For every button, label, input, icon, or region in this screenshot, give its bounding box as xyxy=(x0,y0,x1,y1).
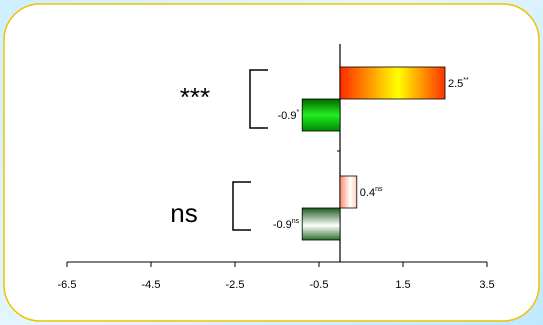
x-tick-label: 3.5 xyxy=(479,279,494,291)
significance-bracket xyxy=(232,181,251,231)
chart-frame xyxy=(3,3,540,322)
data-label: 2.5** xyxy=(448,77,469,90)
group-label: *** xyxy=(180,82,210,112)
significance-bracket xyxy=(249,69,268,129)
x-tick-label: -2.5 xyxy=(226,279,245,291)
data-label: -0.9ns xyxy=(273,218,300,231)
group-label: ns xyxy=(170,198,197,228)
data-label: 0.4ns xyxy=(360,186,383,199)
chart-marks: -6.5 -4.5 -2.5 -0.5 1.5 3.5 *** 2.5** -0.9* ns 0.4… xyxy=(58,44,495,291)
x-tick-label: -6.5 xyxy=(58,279,77,291)
x-tick-label: 1.5 xyxy=(395,279,410,291)
bar xyxy=(339,66,446,100)
bar xyxy=(301,207,341,241)
bar xyxy=(339,175,358,209)
data-label: -0.9* xyxy=(277,109,299,122)
x-tick-label: -0.5 xyxy=(310,279,329,291)
x-tick-label: -4.5 xyxy=(142,279,161,291)
bar xyxy=(301,98,341,132)
